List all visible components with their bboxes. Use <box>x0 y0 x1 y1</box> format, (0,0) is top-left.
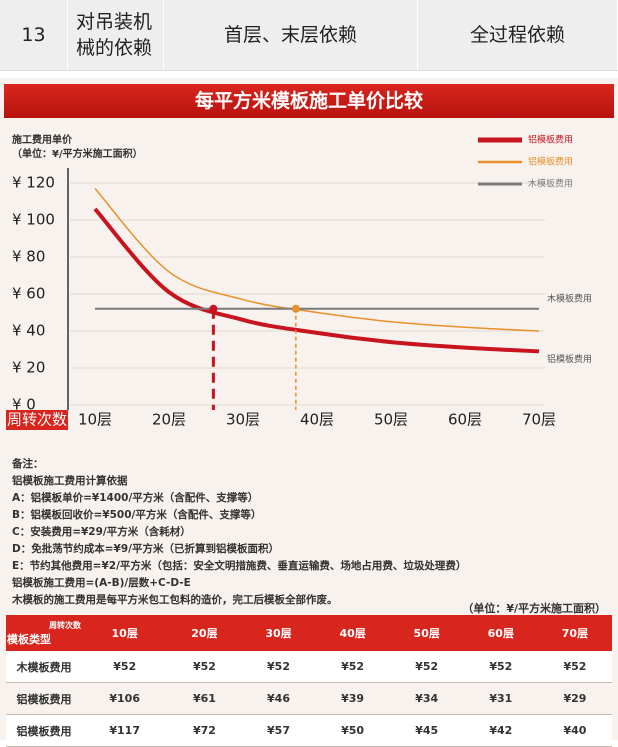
cell: ¥29 <box>537 682 612 715</box>
table-unit: （单位：¥/平方米施工面积） <box>462 602 606 615</box>
column-header: 60层 <box>463 615 538 651</box>
cell: ¥52 <box>389 651 464 683</box>
column-header: 50层 <box>389 615 464 651</box>
table-row: 铝模板费用 ¥117 ¥72 ¥57 ¥50 ¥45 ¥42 ¥40 <box>6 714 612 747</box>
table-row: 13 对吊装机械的依赖 首层、末层依赖 全过程依赖 <box>0 0 618 71</box>
cell: ¥31 <box>463 682 538 715</box>
x-tick-label: 10层 <box>78 411 112 429</box>
cell: ¥46 <box>241 682 316 715</box>
column-header: 20层 <box>167 615 242 651</box>
legend-label: 铝模板费用 <box>528 134 573 146</box>
cell: ¥42 <box>463 714 538 747</box>
x-tick-label: 20层 <box>152 411 186 429</box>
corner-bottom: 模板类型 <box>7 632 51 646</box>
chart-title: 每平方米模板施工单价比较 <box>4 84 614 118</box>
cell: 首层、末层依赖 <box>164 0 418 70</box>
end-label: 铝模板费用 <box>547 353 592 365</box>
line <box>94 188 540 332</box>
y-tick-label: ¥ 100 <box>12 211 55 229</box>
cell: ¥39 <box>315 682 390 715</box>
price-table: 周转次数 模板类型 10层 20层 30层 40层 50层 60层 70层 木模板费用 ¥52 ¥52… <box>6 615 612 747</box>
note-line: B：铝模板回收价=¥500/平方米（含配件、支撑等） <box>12 509 262 521</box>
intersection-dot <box>291 304 300 313</box>
line <box>93 207 540 354</box>
column-header: 70层 <box>537 615 612 651</box>
cell: 13 <box>0 0 68 70</box>
y-tick-label: ¥ 80 <box>12 248 45 266</box>
x-label: 周转次数 <box>7 411 67 429</box>
cell: ¥52 <box>537 651 612 683</box>
cell: 全过程依赖 <box>418 0 618 70</box>
column-header: 40层 <box>315 615 390 651</box>
cell: ¥57 <box>241 714 316 747</box>
cell: ¥52 <box>463 651 538 683</box>
cell: 对吊装机械的依赖 <box>68 0 164 70</box>
cell: ¥52 <box>315 651 390 683</box>
legend-label: 铝模板费用 <box>528 156 573 168</box>
row-label: 木模板费用 <box>6 651 82 683</box>
cell: ¥52 <box>167 651 242 683</box>
y-tick-label: ¥ 120 <box>12 174 55 192</box>
corner-top: 周转次数 <box>49 620 81 630</box>
cell: ¥117 <box>82 714 168 747</box>
y-tick-label: ¥ 20 <box>12 359 45 377</box>
table-row: 木模板费用 ¥52 ¥52 ¥52 ¥52 ¥52 ¥52 ¥52 <box>6 651 612 683</box>
y-tick-label: ¥ 0 <box>12 396 36 414</box>
row-label: 铝模板费用 <box>6 682 82 715</box>
x-tick-label: 30层 <box>226 411 260 429</box>
note-line: C：安装费用=¥29/平方米（含耗材） <box>12 526 191 538</box>
note-line: 铝模板施工费用计算依据 <box>12 475 128 487</box>
note-line: A：铝模板单价=¥1400/平方米（含配件、支撑等） <box>12 492 259 504</box>
chart: 施工费用单价 （单位：¥/平方米施工面积） 周转次数 ¥ 0 ¥ 20 ¥ 40 ¥ … <box>6 133 592 430</box>
y-label: 施工费用单价 <box>12 133 73 146</box>
y-unit: （单位：¥/平方米施工面积） <box>12 147 143 160</box>
column-header: 30层 <box>241 615 316 651</box>
corner: 周转次数模板类型 <box>6 615 82 651</box>
y-tick-label: ¥ 60 <box>12 285 45 303</box>
table-row: 铝模板费用 ¥106 ¥61 ¥46 ¥39 ¥34 ¥31 ¥29 <box>6 682 612 715</box>
row-label: 铝模板费用 <box>6 714 82 747</box>
column-header: 10层 <box>82 615 168 651</box>
notes: 备注： 铝模板施工费用计算依据 A：铝模板单价=¥1400/平方米（含配件、支撑等）… <box>12 456 466 609</box>
x-label-box <box>6 410 68 430</box>
cell: ¥72 <box>167 714 242 747</box>
x-tick-label: 70层 <box>522 411 556 429</box>
cell: ¥50 <box>315 714 390 747</box>
intersection-dot <box>209 304 218 313</box>
cell: ¥52 <box>82 651 168 683</box>
x-tick-label: 50层 <box>374 411 408 429</box>
note-line: 铝模板施工费用=(A-B)/层数+C-D-E <box>12 577 191 589</box>
cell: ¥106 <box>82 682 168 715</box>
note-line: D：免批荡节约成本=¥9/平方米（已折算到铝模板面积） <box>12 543 279 555</box>
note-line: E：节约其他费用=¥2/平方米（包括：安全文明措施费、垂直运输费、场地占用费、垃… <box>12 560 467 572</box>
header-row: 周转次数 模板类型 10层 20层 30层 40层 50层 60层 70层 <box>6 615 612 651</box>
cell: ¥40 <box>537 714 612 747</box>
x-tick-label: 60层 <box>448 411 482 429</box>
infographic: 每平方米模板施工单价比较 施工费用单价 （单位：¥/平方米施工面积） 周转次数 … <box>0 78 618 747</box>
y-tick-label: ¥ 40 <box>12 322 45 340</box>
end-label: 木模板费用 <box>547 292 592 304</box>
notes-title: 备注： <box>12 458 44 470</box>
legend-label: 木模板费用 <box>528 178 573 190</box>
x-tick-label: 40层 <box>300 411 334 429</box>
note-line: 木模板的施工费用是每平方米包工包料的造价，完工后模板全部作废。 <box>12 594 338 606</box>
cell: ¥45 <box>389 714 464 747</box>
cell: ¥61 <box>167 682 242 715</box>
cell: ¥52 <box>241 651 316 683</box>
cell: ¥34 <box>389 682 464 715</box>
